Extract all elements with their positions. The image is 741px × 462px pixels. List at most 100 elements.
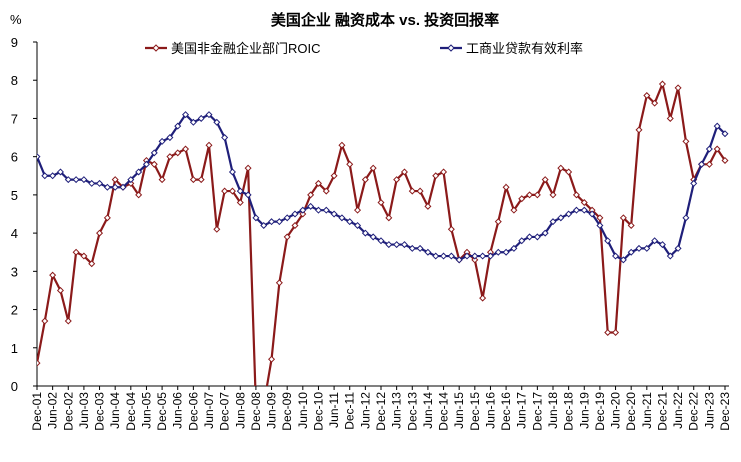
x-tick-label: Jun-11 xyxy=(327,392,341,428)
data-point xyxy=(111,176,119,184)
data-point xyxy=(158,137,166,145)
data-point xyxy=(88,260,96,268)
x-tick-label: Dec-17 xyxy=(530,392,544,431)
data-point xyxy=(533,191,541,199)
data-point xyxy=(565,168,573,176)
data-point xyxy=(432,172,440,180)
data-point xyxy=(494,248,502,256)
data-point xyxy=(658,241,666,249)
data-point xyxy=(479,252,487,260)
x-tick-label: Jun-04 xyxy=(108,392,122,429)
x-tick-label: Dec-02 xyxy=(61,392,75,431)
x-tick-label: Dec-18 xyxy=(562,392,576,431)
data-point xyxy=(557,164,565,172)
data-point xyxy=(103,183,111,191)
data-point xyxy=(64,317,72,325)
data-point xyxy=(56,286,64,294)
data-point xyxy=(72,176,80,184)
data-point xyxy=(205,141,213,149)
data-point xyxy=(518,195,526,203)
data-point xyxy=(56,168,64,176)
data-point xyxy=(666,252,674,260)
x-tick-label: Jun-13 xyxy=(390,392,404,429)
x-tick-label: Jun-19 xyxy=(577,392,591,429)
y-tick-label: 7 xyxy=(11,111,18,126)
data-point xyxy=(698,160,706,168)
data-point xyxy=(643,92,651,100)
data-point xyxy=(502,183,510,191)
data-point xyxy=(502,248,510,256)
data-point xyxy=(322,187,330,195)
data-point xyxy=(666,114,674,122)
data-point xyxy=(127,176,135,184)
data-point xyxy=(424,248,432,256)
data-point xyxy=(182,111,190,119)
x-tick-label: Jun-07 xyxy=(202,392,216,429)
x-tick-label: Dec-05 xyxy=(155,392,169,431)
data-point xyxy=(400,168,408,176)
x-tick-label: Jun-22 xyxy=(671,392,685,429)
data-point xyxy=(228,187,236,195)
y-tick-label: 8 xyxy=(11,73,18,88)
chart-title: 美国企业 融资成本 vs. 投资回报率 xyxy=(271,11,499,29)
data-point xyxy=(572,206,580,214)
data-point xyxy=(541,176,549,184)
data-point xyxy=(400,241,408,249)
x-tick-label: Jun-05 xyxy=(139,392,153,429)
data-point xyxy=(330,210,338,218)
data-point xyxy=(142,160,150,168)
data-point xyxy=(64,176,72,184)
data-point xyxy=(228,168,236,176)
x-tick-label: Jun-08 xyxy=(233,392,247,429)
x-tick-label: Dec-01 xyxy=(30,392,44,431)
data-point xyxy=(299,210,307,218)
data-point xyxy=(643,244,651,252)
data-point xyxy=(174,149,182,157)
data-point xyxy=(103,214,111,222)
data-point xyxy=(479,294,487,302)
data-point xyxy=(252,214,260,222)
data-point xyxy=(330,172,338,180)
data-point xyxy=(635,126,643,134)
data-point xyxy=(440,168,448,176)
data-point xyxy=(268,355,276,363)
data-point xyxy=(150,149,158,157)
x-tick-label: Dec-03 xyxy=(93,392,107,431)
data-point xyxy=(72,248,80,256)
data-point xyxy=(369,233,377,241)
x-tick-label: Jun-16 xyxy=(483,392,497,429)
data-point xyxy=(166,153,174,161)
data-point xyxy=(150,160,158,168)
data-point xyxy=(197,114,205,122)
data-point xyxy=(455,256,463,264)
data-point xyxy=(486,252,494,260)
data-point xyxy=(275,218,283,226)
data-point xyxy=(471,252,479,260)
data-point xyxy=(557,214,565,222)
data-point xyxy=(307,202,315,210)
data-point xyxy=(447,252,455,260)
data-point xyxy=(236,199,244,207)
data-point xyxy=(393,176,401,184)
data-point xyxy=(604,328,612,336)
legend-marker xyxy=(152,44,160,52)
data-point xyxy=(88,179,96,187)
data-point xyxy=(612,252,620,260)
data-point xyxy=(41,317,49,325)
x-tick-label: Dec-10 xyxy=(311,392,325,431)
data-point xyxy=(510,206,518,214)
x-tick-label: Dec-09 xyxy=(280,392,294,431)
data-point xyxy=(658,80,666,88)
data-point xyxy=(627,221,635,229)
x-tick-label: Dec-08 xyxy=(249,392,263,431)
data-point xyxy=(96,229,104,237)
data-point xyxy=(612,328,620,336)
data-point xyxy=(690,179,698,187)
y-tick-label: 2 xyxy=(11,303,18,318)
data-point xyxy=(244,164,252,172)
data-point xyxy=(111,183,119,191)
data-point xyxy=(596,221,604,229)
data-point xyxy=(682,214,690,222)
x-tick-label: Jun-03 xyxy=(77,392,91,429)
